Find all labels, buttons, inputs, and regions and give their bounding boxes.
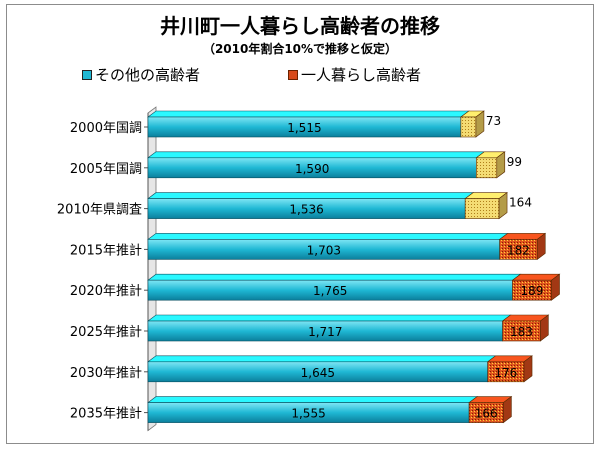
category-label: 2010年県調査 [57, 203, 142, 218]
category-label: 2035年推計 [70, 406, 142, 422]
bars-layer [147, 110, 561, 424]
legend-label-living-alone: 一人暮らし高齢者 [301, 66, 422, 84]
category-label: 2015年推計 [70, 242, 142, 258]
value-label-other-elderly: 1,645 [301, 366, 335, 380]
value-label-living-alone: 73 [486, 114, 501, 128]
legend-item-living-alone: 一人暮らし高齢者 [288, 64, 421, 85]
bar-other-elderly-top [147, 314, 512, 322]
chart-title: 井川町一人暮らし高齢者の推移 [160, 14, 440, 38]
legend-item-other-elderly: その他の高齢者 [82, 64, 200, 85]
bar-other-elderly-top [147, 273, 522, 281]
category-label: 2000年国調 [70, 121, 142, 136]
labels-layer: 2000年国調 1,515 73 2005年国調 1,590 99 2010年県調査 1,53… [57, 114, 544, 422]
value-label-living-alone: 182 [507, 243, 530, 257]
value-label-living-alone: 164 [509, 196, 532, 210]
value-label-other-elderly: 1,555 [291, 407, 325, 421]
bar-other-elderly-top [147, 355, 497, 363]
category-label: 2025年推計 [70, 324, 142, 340]
bar-other-elderly-top [147, 110, 470, 118]
value-label-other-elderly: 1,717 [308, 325, 342, 339]
value-label-other-elderly: 1,536 [289, 203, 323, 217]
legend-label-other-elderly: その他の高齢者 [95, 66, 201, 84]
value-label-living-alone: 166 [475, 407, 498, 421]
value-label-living-alone: 189 [521, 284, 544, 298]
bar-living-alone-side [503, 396, 512, 424]
chart-legend: その他の高齢者 一人暮らし高齢者 [82, 64, 582, 84]
bar-living-alone-side [540, 314, 549, 342]
bar-living-alone [476, 157, 498, 179]
legend-swatch-living-alone [288, 69, 298, 80]
bar-living-alone [464, 198, 500, 219]
chart-subtitle: （2010年割合10%で推移と仮定） [202, 42, 398, 56]
bar-living-alone-side [496, 151, 506, 179]
value-label-living-alone: 99 [507, 155, 522, 169]
bar-living-alone-side [475, 110, 485, 138]
value-label-other-elderly: 1,515 [287, 121, 321, 135]
value-label-other-elderly: 1,590 [295, 162, 329, 176]
bar-other-elderly-top [147, 396, 479, 403]
bar-other-elderly-top [147, 151, 486, 159]
value-label-other-elderly: 1,765 [313, 284, 347, 298]
bar-living-alone [460, 116, 477, 138]
bar-other-elderly-top [147, 192, 475, 199]
value-label-living-alone: 176 [494, 366, 517, 380]
bar-living-alone-side [523, 355, 533, 383]
bar-living-alone-side [536, 232, 546, 260]
legend-swatch-other-elderly [82, 69, 92, 80]
category-label: 2020年推計 [70, 283, 142, 299]
value-label-other-elderly: 1,703 [307, 243, 341, 257]
bar-living-alone-side [551, 273, 560, 301]
category-label: 2030年推計 [70, 365, 142, 381]
value-label-living-alone: 183 [510, 325, 533, 339]
bar-other-elderly-top [147, 233, 509, 240]
category-label: 2005年国調 [70, 162, 142, 177]
bar-living-alone-side [498, 192, 508, 220]
